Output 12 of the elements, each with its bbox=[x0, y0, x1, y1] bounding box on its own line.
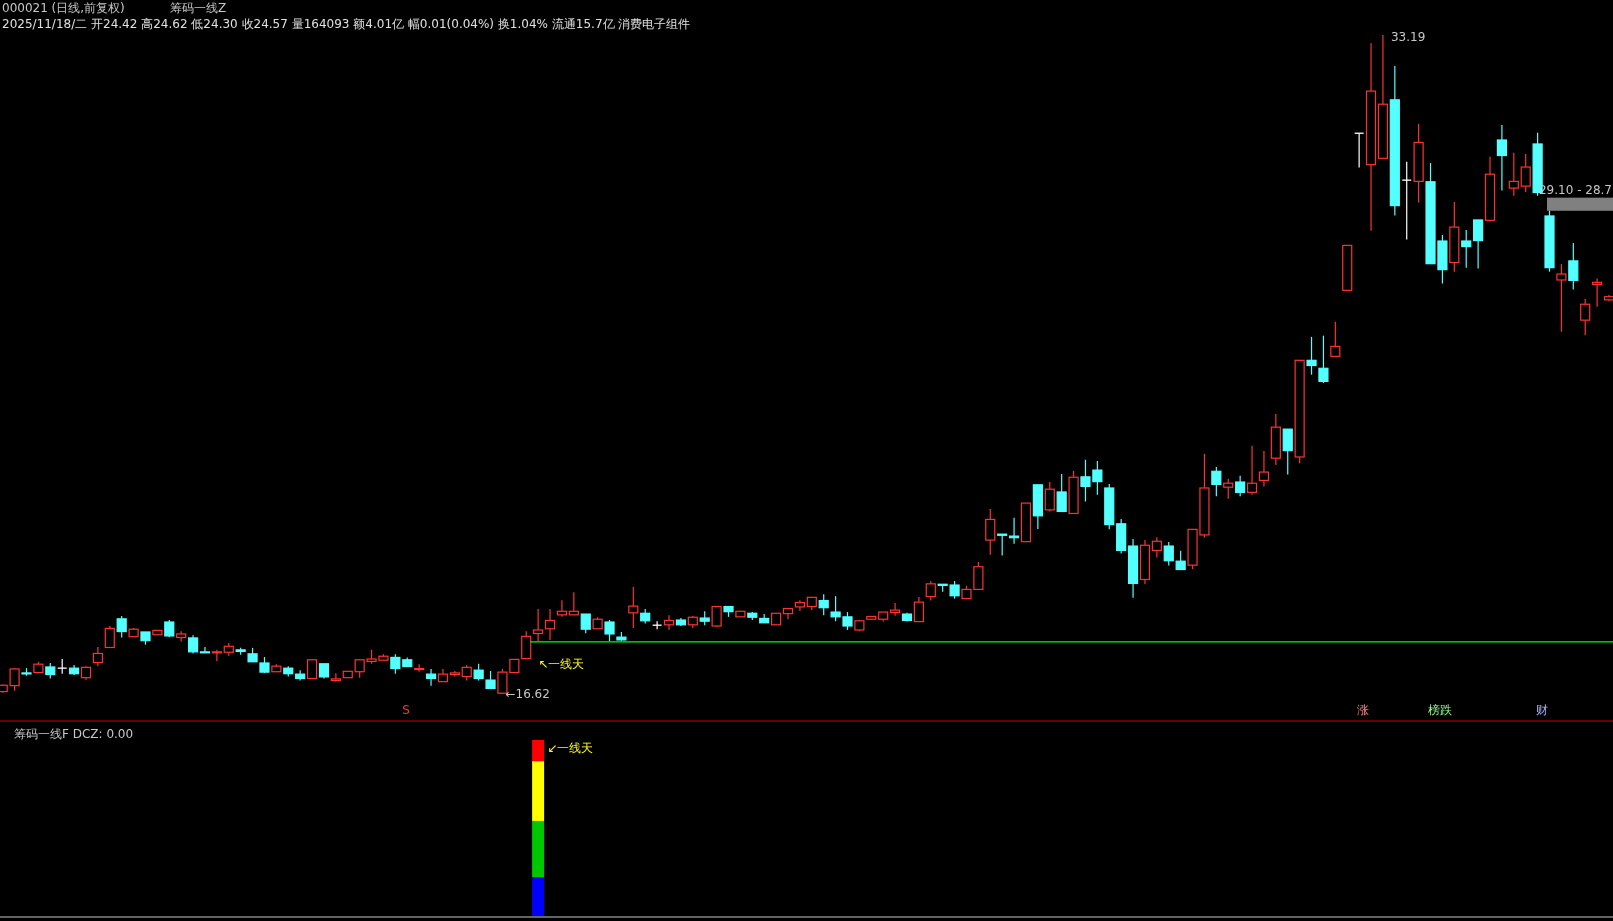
annotation: 33.19 bbox=[1390, 30, 1426, 44]
chart-title: 筹码一线F DCZ: 0.00 bbox=[14, 727, 134, 741]
ref-line-label: ↖一线天 bbox=[538, 656, 585, 671]
text: 财 bbox=[1536, 703, 1548, 717]
text: 榜跌 bbox=[1428, 703, 1452, 717]
chart-title: 000021 (日线,前复权) bbox=[2, 1, 125, 15]
chart-subtitle: 2025/11/18/二 开24.42 高24.62 低24.30 收24.57 量164093 额4.01亿 幅0.01(0.04%) 换1.04% 流通15.7亿 消费电子组件 bbox=[2, 17, 691, 31]
text: 涨 bbox=[1357, 703, 1369, 717]
annotation: ↙一线天 bbox=[547, 741, 594, 755]
text: 筹码一线Z bbox=[170, 1, 227, 15]
annotation: ←16.62 bbox=[505, 687, 550, 701]
text: S bbox=[402, 703, 410, 717]
